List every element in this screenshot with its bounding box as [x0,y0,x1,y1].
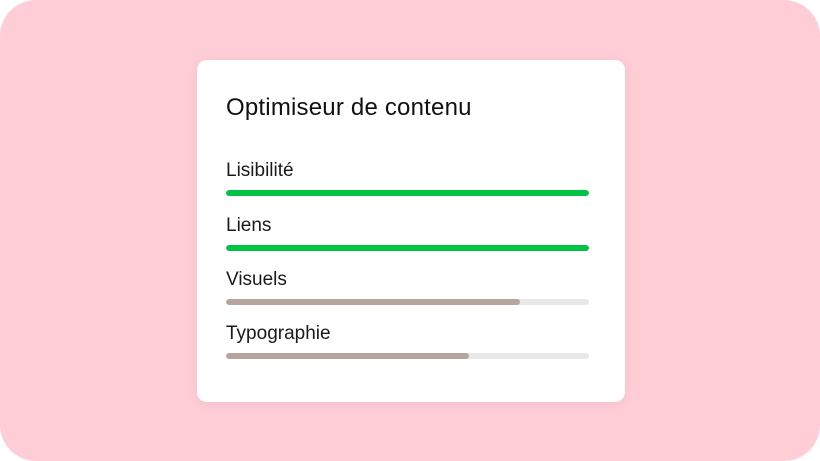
progress-bar [226,190,589,196]
metric-typographie: Typographie [226,322,589,359]
progress-bar [226,353,589,359]
metric-visuels: Visuels [226,268,589,305]
metric-liens: Liens [226,214,589,251]
progress-fill [226,245,589,251]
progress-fill [226,299,521,305]
progress-fill [226,353,470,359]
metric-lisibilite: Lisibilité [226,159,589,196]
card-title: Optimiseur de contenu [226,94,472,121]
metric-label: Lisibilité [226,160,294,181]
progress-fill [226,190,589,196]
metric-label: Liens [226,215,272,236]
content-optimizer-card: Optimiseur de contenu Lisibilité Liens V… [197,60,625,402]
metric-label: Visuels [226,269,287,290]
progress-bar [226,299,589,305]
progress-bar [226,245,589,251]
metric-label: Typographie [226,323,331,344]
